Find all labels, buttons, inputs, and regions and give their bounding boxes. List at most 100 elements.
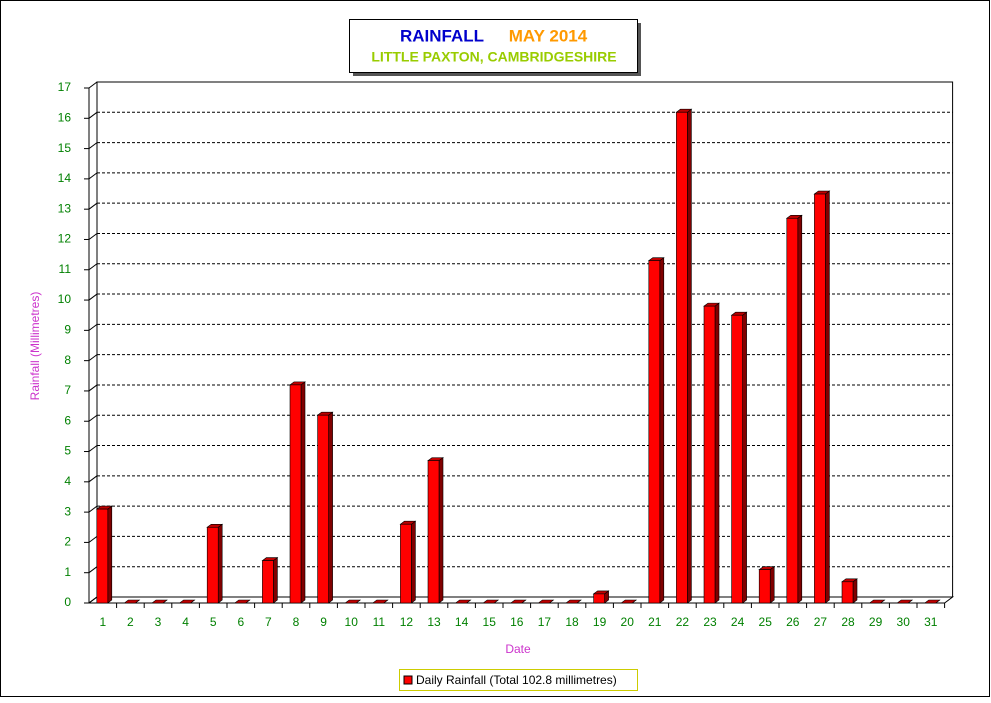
bar-side: [769, 566, 775, 604]
x-tick-label: 9: [320, 615, 327, 629]
y-tick-slant: [88, 414, 98, 422]
bar: [427, 460, 440, 604]
x-tick-label: 25: [759, 615, 773, 629]
y-tick-label: 11: [59, 262, 72, 276]
bar-side: [659, 257, 665, 604]
y-tick-slant: [88, 172, 98, 180]
y-tick-label: 9: [64, 323, 71, 337]
bar-top: [923, 599, 941, 604]
x-tick-label: 30: [897, 615, 911, 629]
y-tick-label: 15: [58, 141, 72, 155]
bar-top: [454, 599, 472, 604]
x-tick-label: 23: [703, 615, 717, 629]
bar-side: [411, 520, 416, 604]
x-tick-label: 19: [593, 615, 607, 629]
bar-side: [328, 411, 333, 604]
y-tick-label: 7: [64, 383, 71, 397]
bar-side: [107, 505, 113, 604]
x-tick-label: 7: [265, 615, 272, 629]
y-tick-slant: [88, 81, 98, 89]
x-tick-label: 5: [210, 615, 217, 629]
x-tick-label: 13: [427, 615, 441, 629]
y-tick-slant: [88, 566, 98, 574]
y-tick-slant: [88, 445, 98, 452]
bar-side: [742, 311, 747, 604]
y-tick-label: 2: [64, 535, 71, 549]
bar-top: [371, 599, 389, 604]
bar-top: [896, 599, 914, 604]
y-axis-label: Rainfall (Millimetres): [28, 292, 42, 401]
x-tick-label: 27: [814, 615, 828, 629]
x-tick-label: 3: [155, 615, 162, 629]
bar-top: [123, 599, 141, 604]
x-tick-label: 20: [621, 615, 635, 629]
y-tick-slant: [88, 596, 98, 604]
bar: [841, 581, 854, 604]
y-tick-label: 4: [64, 474, 71, 488]
bar: [758, 569, 771, 604]
bar: [206, 526, 219, 604]
x-tick-label: 4: [182, 615, 189, 629]
x-tick-label: 11: [373, 615, 386, 629]
x-tick-label: 29: [869, 615, 883, 629]
x-tick-label: 17: [538, 615, 552, 629]
y-tick-label: 14: [58, 171, 72, 185]
bar-top: [620, 599, 638, 604]
y-tick-slant: [88, 233, 98, 240]
x-tick-label: 15: [483, 615, 497, 629]
bar-side: [217, 523, 223, 604]
bar-top: [868, 599, 886, 604]
bar-top: [178, 599, 196, 604]
legend-box: [399, 669, 638, 691]
bar: [731, 314, 743, 604]
y-tick-label: 8: [64, 353, 71, 367]
y-tick-label: 3: [64, 504, 71, 518]
bar-top: [509, 599, 527, 604]
x-tick-label: 14: [455, 615, 469, 629]
y-tick-label: 16: [58, 110, 72, 124]
bar-top: [565, 599, 582, 604]
bar-side: [797, 214, 803, 604]
y-tick-label: 0: [64, 595, 71, 609]
y-tick-slant: [88, 263, 98, 271]
y-tick-slant: [88, 384, 98, 392]
bar: [96, 508, 109, 604]
bar-side: [825, 190, 830, 604]
chart-title: RAINFALL: [400, 26, 484, 45]
y-tick-slant: [88, 354, 98, 362]
bar: [814, 193, 826, 604]
chart-subtitle: LITTLE PAXTON, CAMBRIDGESHIRE: [371, 49, 616, 65]
x-axis-label: Date: [505, 642, 531, 656]
bar-side: [438, 457, 444, 604]
bar: [593, 593, 605, 604]
bar-top: [233, 599, 251, 604]
x-tick-label: 31: [924, 615, 938, 629]
bar-top: [537, 599, 555, 604]
x-tick-label: 26: [786, 615, 800, 629]
y-tick-slant: [88, 142, 98, 149]
y-tick-slant: [88, 323, 98, 331]
y-tick-label: 12: [58, 232, 72, 246]
bar-top: [482, 599, 500, 604]
bar-side: [687, 108, 692, 604]
x-tick-label: 18: [565, 615, 579, 629]
y-tick-label: 10: [58, 292, 72, 306]
bar-side: [300, 381, 306, 604]
x-tick-label: 1: [99, 615, 106, 629]
bar-side: [852, 578, 858, 604]
bar: [317, 414, 329, 604]
bar: [400, 523, 412, 604]
y-tick-slant: [88, 111, 98, 119]
x-tick-label: 6: [237, 615, 244, 629]
x-tick-label: 24: [731, 615, 745, 629]
bar: [289, 384, 302, 604]
bar-top: [344, 599, 362, 604]
chart-title-period: MAY 2014: [509, 26, 588, 45]
x-tick-label: 8: [293, 615, 300, 629]
title-box: [349, 19, 638, 73]
y-tick-label: 13: [58, 201, 72, 215]
x-tick-label: 21: [648, 615, 662, 629]
